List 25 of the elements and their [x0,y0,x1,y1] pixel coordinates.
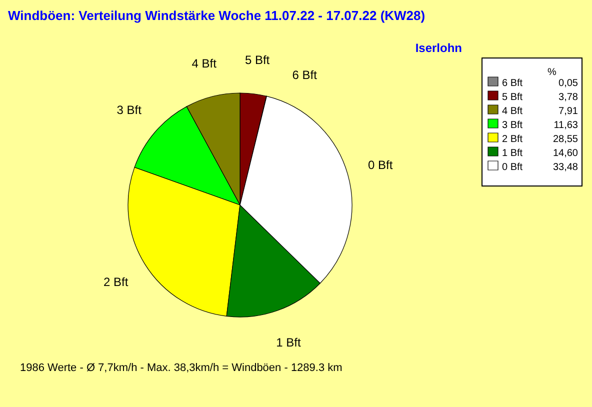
legend-label: 3 Bft [502,120,523,131]
legend-label: 2 Bft [502,134,523,145]
slice-label: 0 Bft [368,158,394,172]
legend-label: 1 Bft [502,148,523,159]
text: 1986 Werte - Ø 7,7km/h - Max. 38,3km/h = Windböen - 1289.3 km [20,362,342,374]
slice-label: 2 Bft [103,274,129,289]
data-label: 7,91 [558,106,578,117]
slice-label: 5 Bft [244,53,270,68]
data-label: 0,05 [558,78,578,89]
legend-title: % [548,67,557,78]
slice-label: 3 Bft [116,103,142,118]
slice-label: 4 Bft [192,56,218,70]
slice-label: 1 Bft [276,336,302,350]
data-label: 14,60 [552,148,578,159]
legend-label: 5 Bft [502,92,523,103]
data-label: 33,48 [552,162,578,173]
legend-label: 4 Bft [502,106,523,117]
category-label: 6 Bft [292,68,317,82]
chart-title: Windböen: Verteilung Windstärke Woche 11.07.22 - 17.07.22 (KW28) [8,8,426,23]
data-label: 28,55 [552,134,578,145]
data-label: 11,63 [554,120,578,131]
chart-subtitle: Iserlohn [415,41,462,55]
legend-label: 6 Bft [502,78,523,89]
legend-label: 0 Bft [502,162,523,173]
data-label: 3,78 [558,92,578,103]
